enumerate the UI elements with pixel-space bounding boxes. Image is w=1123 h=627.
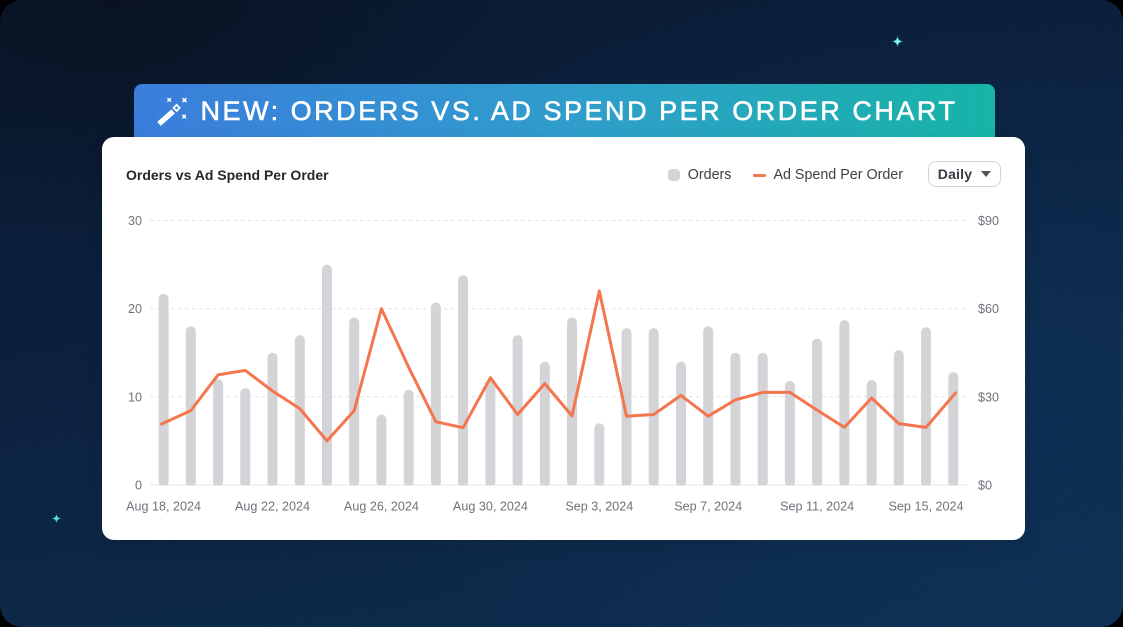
svg-text:Aug 26, 2024: Aug 26, 2024: [344, 500, 419, 514]
svg-text:Sep 7, 2024: Sep 7, 2024: [674, 500, 742, 514]
svg-text:20: 20: [128, 302, 142, 316]
svg-text:10: 10: [128, 390, 142, 404]
svg-text:$30: $30: [978, 390, 999, 404]
svg-text:Sep 11, 2024: Sep 11, 2024: [780, 500, 854, 514]
svg-text:$90: $90: [978, 214, 999, 228]
svg-text:Sep 3, 2024: Sep 3, 2024: [565, 500, 633, 514]
svg-text:Sep 15, 2024: Sep 15, 2024: [889, 500, 964, 514]
svg-text:0: 0: [135, 479, 142, 493]
svg-text:Aug 22, 2024: Aug 22, 2024: [235, 500, 310, 514]
svg-text:30: 30: [128, 214, 142, 228]
svg-text:Aug 18, 2024: Aug 18, 2024: [126, 500, 201, 514]
svg-text:$0: $0: [978, 479, 992, 493]
svg-text:$60: $60: [978, 302, 999, 316]
svg-text:Aug 30, 2024: Aug 30, 2024: [453, 500, 528, 514]
